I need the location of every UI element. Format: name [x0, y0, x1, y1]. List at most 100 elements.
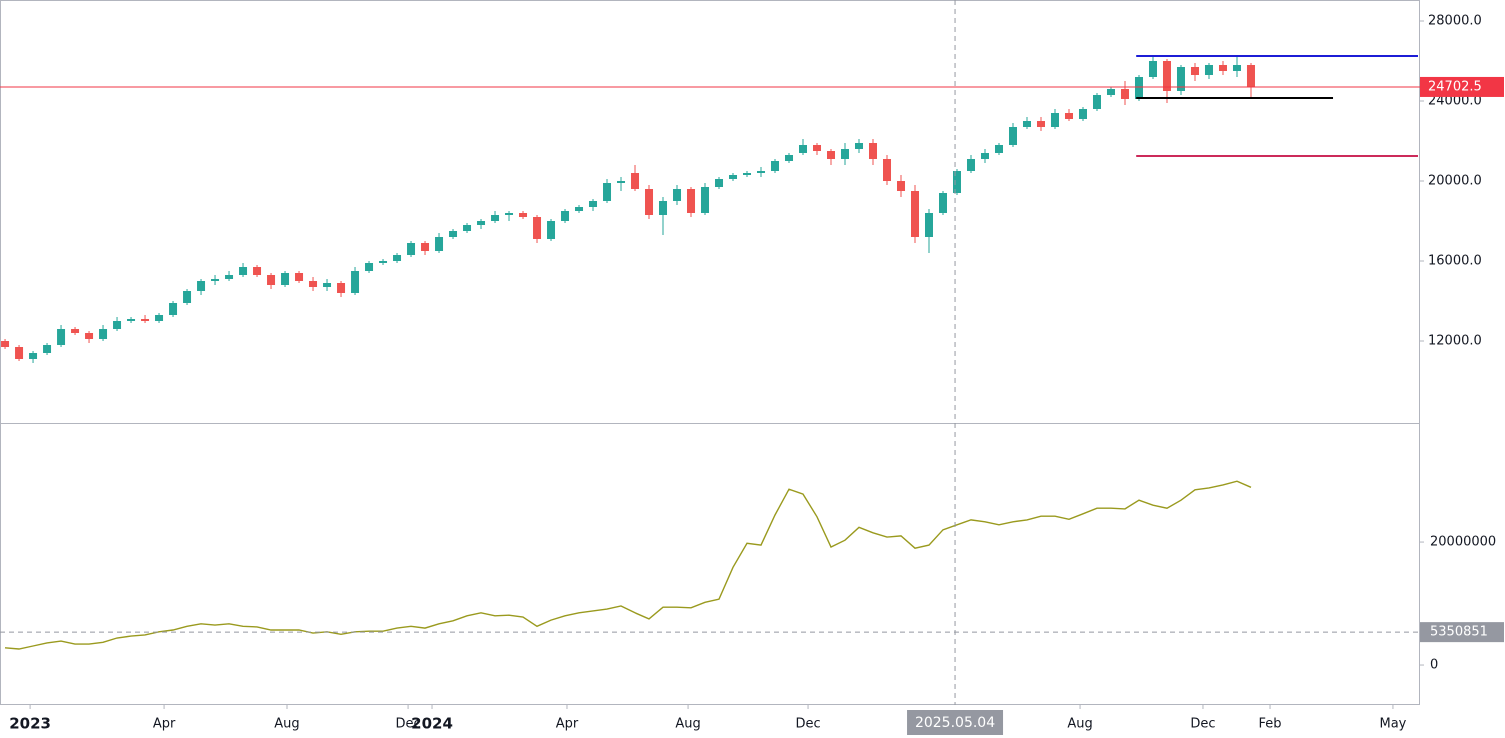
series-line — [4, 480, 1252, 650]
candle-body — [365, 263, 374, 271]
x-tick-label: Dec — [795, 717, 820, 732]
candle-body — [295, 273, 304, 281]
y-tick-label: 0 — [1430, 658, 1438, 673]
x-tick-label: Dec — [1190, 717, 1215, 732]
candle-body — [43, 345, 52, 353]
candle-body — [1190, 67, 1199, 75]
candle-body — [939, 193, 948, 213]
candle-body — [477, 221, 486, 225]
candle-body — [715, 179, 724, 187]
candle-body — [99, 329, 108, 339]
candle-body — [757, 171, 766, 173]
candle-body — [449, 231, 458, 237]
candle-body — [631, 173, 640, 189]
candle-body — [309, 281, 318, 287]
candle-body — [1008, 127, 1017, 145]
candle-body — [351, 271, 360, 293]
candle-body — [435, 237, 444, 251]
last-price-label: 24702.5 — [1428, 79, 1482, 94]
candle-body — [1204, 65, 1213, 75]
x-tick-label: Apr — [153, 717, 176, 732]
candle-body — [15, 347, 24, 359]
x-tick-label: Aug — [274, 717, 299, 732]
candle-body — [1064, 113, 1073, 119]
candle-body — [85, 333, 94, 339]
crosshair-y-label: 5350851 — [1430, 625, 1488, 640]
candle-body — [281, 273, 290, 285]
last-price-box — [1420, 76, 1504, 97]
x-tick-label: May — [1379, 717, 1406, 732]
candle-body — [1078, 109, 1087, 119]
candle-body — [561, 211, 570, 221]
candle-body — [1134, 77, 1143, 99]
candle-body — [869, 143, 878, 159]
candle-body — [337, 283, 346, 293]
candle-body — [673, 189, 682, 201]
candle-body — [239, 267, 248, 275]
candle-body — [994, 145, 1003, 153]
candle-body — [29, 353, 38, 359]
candle-body — [169, 303, 178, 315]
candle-body — [113, 321, 122, 329]
candle-body — [980, 153, 989, 159]
candle-body — [505, 213, 514, 215]
candle-body — [1162, 61, 1171, 91]
candle-body — [407, 243, 416, 255]
candle-body — [1120, 89, 1129, 99]
candle-body — [617, 181, 626, 183]
candle-body — [771, 161, 780, 171]
candle-body — [1022, 121, 1031, 127]
candle-body — [911, 191, 920, 237]
candle-body — [785, 155, 794, 161]
candle-body — [1050, 113, 1059, 127]
candle-body — [211, 279, 220, 281]
candle-body — [1232, 65, 1241, 71]
candle-body — [1176, 67, 1185, 91]
candle-body — [841, 149, 850, 159]
candle-body — [603, 183, 612, 201]
candle-body — [827, 151, 836, 159]
candle-body — [421, 243, 430, 251]
candle-body — [897, 181, 906, 191]
y-tick-label: 12000.0 — [1428, 334, 1482, 349]
candle-body — [71, 329, 80, 333]
candle-body — [197, 281, 206, 291]
candle-body — [1, 341, 10, 347]
y-tick-label: 24000.0 — [1428, 94, 1482, 109]
y-tick-label: 16000.0 — [1428, 254, 1482, 269]
candle-body — [1106, 89, 1115, 95]
candle-body — [701, 187, 710, 213]
candle-body — [1092, 95, 1101, 109]
x-tick-label: Aug — [675, 717, 700, 732]
candle-body — [1246, 65, 1255, 87]
candle-body — [491, 215, 500, 221]
candle-body — [519, 213, 528, 217]
candle-body — [1036, 121, 1045, 127]
candle-body — [743, 173, 752, 175]
x-tick-label: 2023 — [9, 715, 51, 733]
crosshair-y-box — [1420, 622, 1504, 643]
crosshair-x-label: 2025.05.04 — [915, 715, 995, 731]
candle-body — [323, 283, 332, 287]
candle-body — [1218, 65, 1227, 71]
y-tick-label: 28000.0 — [1428, 14, 1482, 29]
candle-body — [533, 217, 542, 239]
candle-body — [659, 201, 668, 215]
candle-body — [225, 275, 234, 279]
candle-body — [393, 255, 402, 261]
crosshair-x-box — [907, 710, 1004, 735]
candle-body — [127, 319, 136, 321]
x-tick-label: Apr — [556, 717, 579, 732]
x-tick-label: Aug — [1067, 717, 1092, 732]
candle-body — [155, 315, 164, 321]
candle-body — [547, 221, 556, 239]
candle-body — [267, 275, 276, 285]
candle-body — [952, 171, 961, 193]
y-tick-label: 20000.0 — [1428, 174, 1482, 189]
candle-body — [729, 175, 738, 179]
plot-frame — [0, 0, 1420, 705]
candle-body — [379, 261, 388, 263]
candle-body — [253, 267, 262, 275]
